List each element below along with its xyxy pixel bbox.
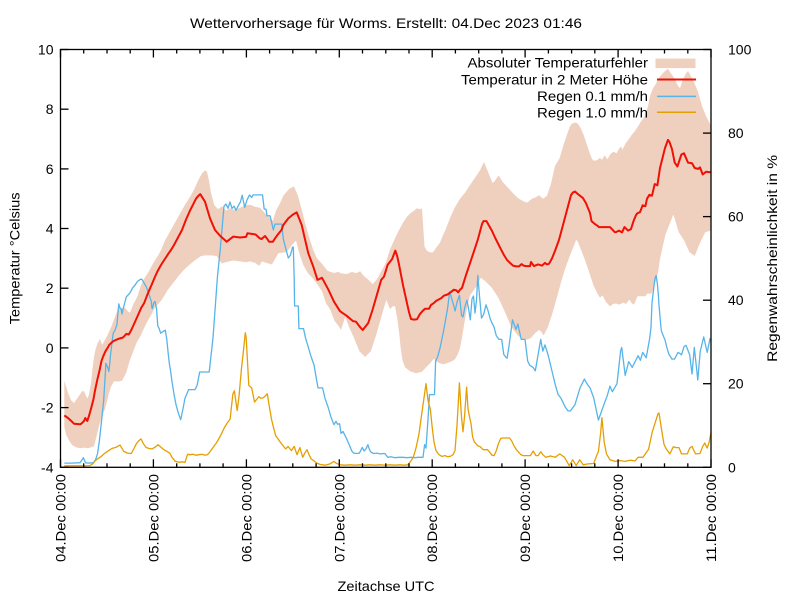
svg-text:80: 80 [728,125,744,141]
svg-text:2: 2 [46,280,54,296]
svg-text:0: 0 [728,459,736,475]
svg-text:Wettervorhersage für Worms. Er: Wettervorhersage für Worms. Erstellt: 04… [190,15,582,31]
svg-text:06.Dec 00:00: 06.Dec 00:00 [238,474,254,562]
svg-text:11.Dec 00:00: 11.Dec 00:00 [703,474,719,562]
svg-text:-2: -2 [41,400,54,416]
svg-text:-4: -4 [41,459,54,475]
svg-text:Regenwahrscheinlichkeit in %: Regenwahrscheinlichkeit in % [764,155,780,362]
svg-text:04.Dec 00:00: 04.Dec 00:00 [53,474,69,562]
svg-text:10: 10 [38,42,54,58]
svg-text:Temperatur °Celsius: Temperatur °Celsius [7,192,23,324]
svg-text:Regen 0.1 mm/h: Regen 0.1 mm/h [537,88,648,104]
svg-text:Regen 1.0 mm/h: Regen 1.0 mm/h [537,104,648,120]
svg-text:Temperatur in 2 Meter Höhe: Temperatur in 2 Meter Höhe [461,71,648,87]
svg-text:05.Dec 00:00: 05.Dec 00:00 [145,474,161,562]
svg-text:8: 8 [46,101,54,117]
svg-text:100: 100 [728,42,752,58]
svg-text:60: 60 [728,209,744,225]
svg-text:Absoluter Temperaturfehler: Absoluter Temperaturfehler [468,54,649,70]
svg-text:6: 6 [46,161,54,177]
svg-text:10.Dec 00:00: 10.Dec 00:00 [610,474,626,562]
svg-text:0: 0 [46,340,54,356]
svg-text:40: 40 [728,292,744,308]
svg-text:20: 20 [728,376,744,392]
svg-text:08.Dec 00:00: 08.Dec 00:00 [424,474,440,562]
svg-text:4: 4 [46,221,54,237]
svg-text:07.Dec 00:00: 07.Dec 00:00 [331,474,347,562]
svg-text:09.Dec 00:00: 09.Dec 00:00 [517,474,533,562]
svg-text:Zeitachse UTC: Zeitachse UTC [338,578,435,594]
